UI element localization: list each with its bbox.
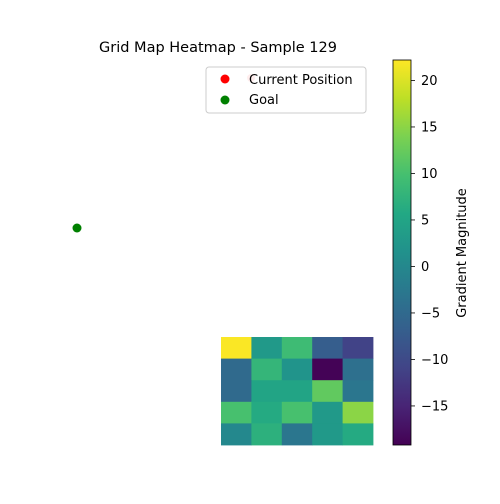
- colorbar-tick-label: 5: [421, 213, 429, 228]
- heatmap-cell: [281, 401, 313, 424]
- heatmap-cell: [342, 380, 374, 403]
- heatmap-cell: [312, 358, 343, 381]
- legend-box: [205, 66, 367, 114]
- chart-title: Grid Map Heatmap - Sample 129: [99, 40, 337, 56]
- colorbar-gradient: [392, 59, 412, 446]
- colorbar: −15 −10 −5 0 5 10 15 20 Gradient Magnitude: [392, 59, 470, 446]
- heatmap-cell: [221, 423, 252, 446]
- heatmap-cell: [251, 380, 283, 403]
- heatmap-cell: [281, 380, 313, 403]
- heatmap-cell: [312, 423, 343, 446]
- colorbar-tick-label: 20: [421, 74, 438, 89]
- colorbar-tick-label: −10: [421, 353, 448, 368]
- goal-marker: [72, 223, 82, 233]
- heatmap-cells: [221, 337, 374, 446]
- heatmap-cell: [312, 401, 343, 424]
- legend-goal-swatch: [220, 95, 230, 105]
- heatmap-cell: [251, 423, 283, 446]
- heatmap-cell: [312, 380, 343, 403]
- heatmap-cell: [312, 337, 343, 359]
- heatmap-cell: [221, 401, 252, 424]
- legend-goal-label: Goal: [249, 93, 279, 108]
- heatmap-cell: [281, 423, 313, 446]
- heatmap-cell: [251, 401, 283, 424]
- heatmap-cell: [342, 423, 374, 446]
- legend: Current Position Goal: [205, 66, 367, 114]
- heatmap-cell: [251, 358, 283, 381]
- colorbar-tick-label: −15: [421, 399, 448, 414]
- colorbar-label: Gradient Magnitude: [455, 188, 470, 318]
- heatmap-cell: [221, 380, 252, 403]
- heatmap-cell: [342, 401, 374, 424]
- legend-current-position-swatch: [220, 74, 230, 84]
- heatmap-cell: [251, 337, 283, 359]
- heatmap-cell: [221, 337, 252, 359]
- legend-current-position-label: Current Position: [249, 73, 353, 88]
- colorbar-ticks: −15 −10 −5 0 5 10 15 20: [411, 74, 448, 414]
- heatmap-cell: [342, 337, 374, 359]
- heatmap-cell: [281, 358, 313, 381]
- colorbar-tick-label: −5: [421, 306, 440, 321]
- colorbar-tick-label: 15: [421, 120, 438, 135]
- heatmap-cell: [342, 358, 374, 381]
- colorbar-tick-label: 0: [421, 260, 429, 275]
- heatmap-cell: [221, 358, 252, 381]
- heatmap-cell: [281, 337, 313, 359]
- colorbar-tick-label: 10: [421, 167, 438, 182]
